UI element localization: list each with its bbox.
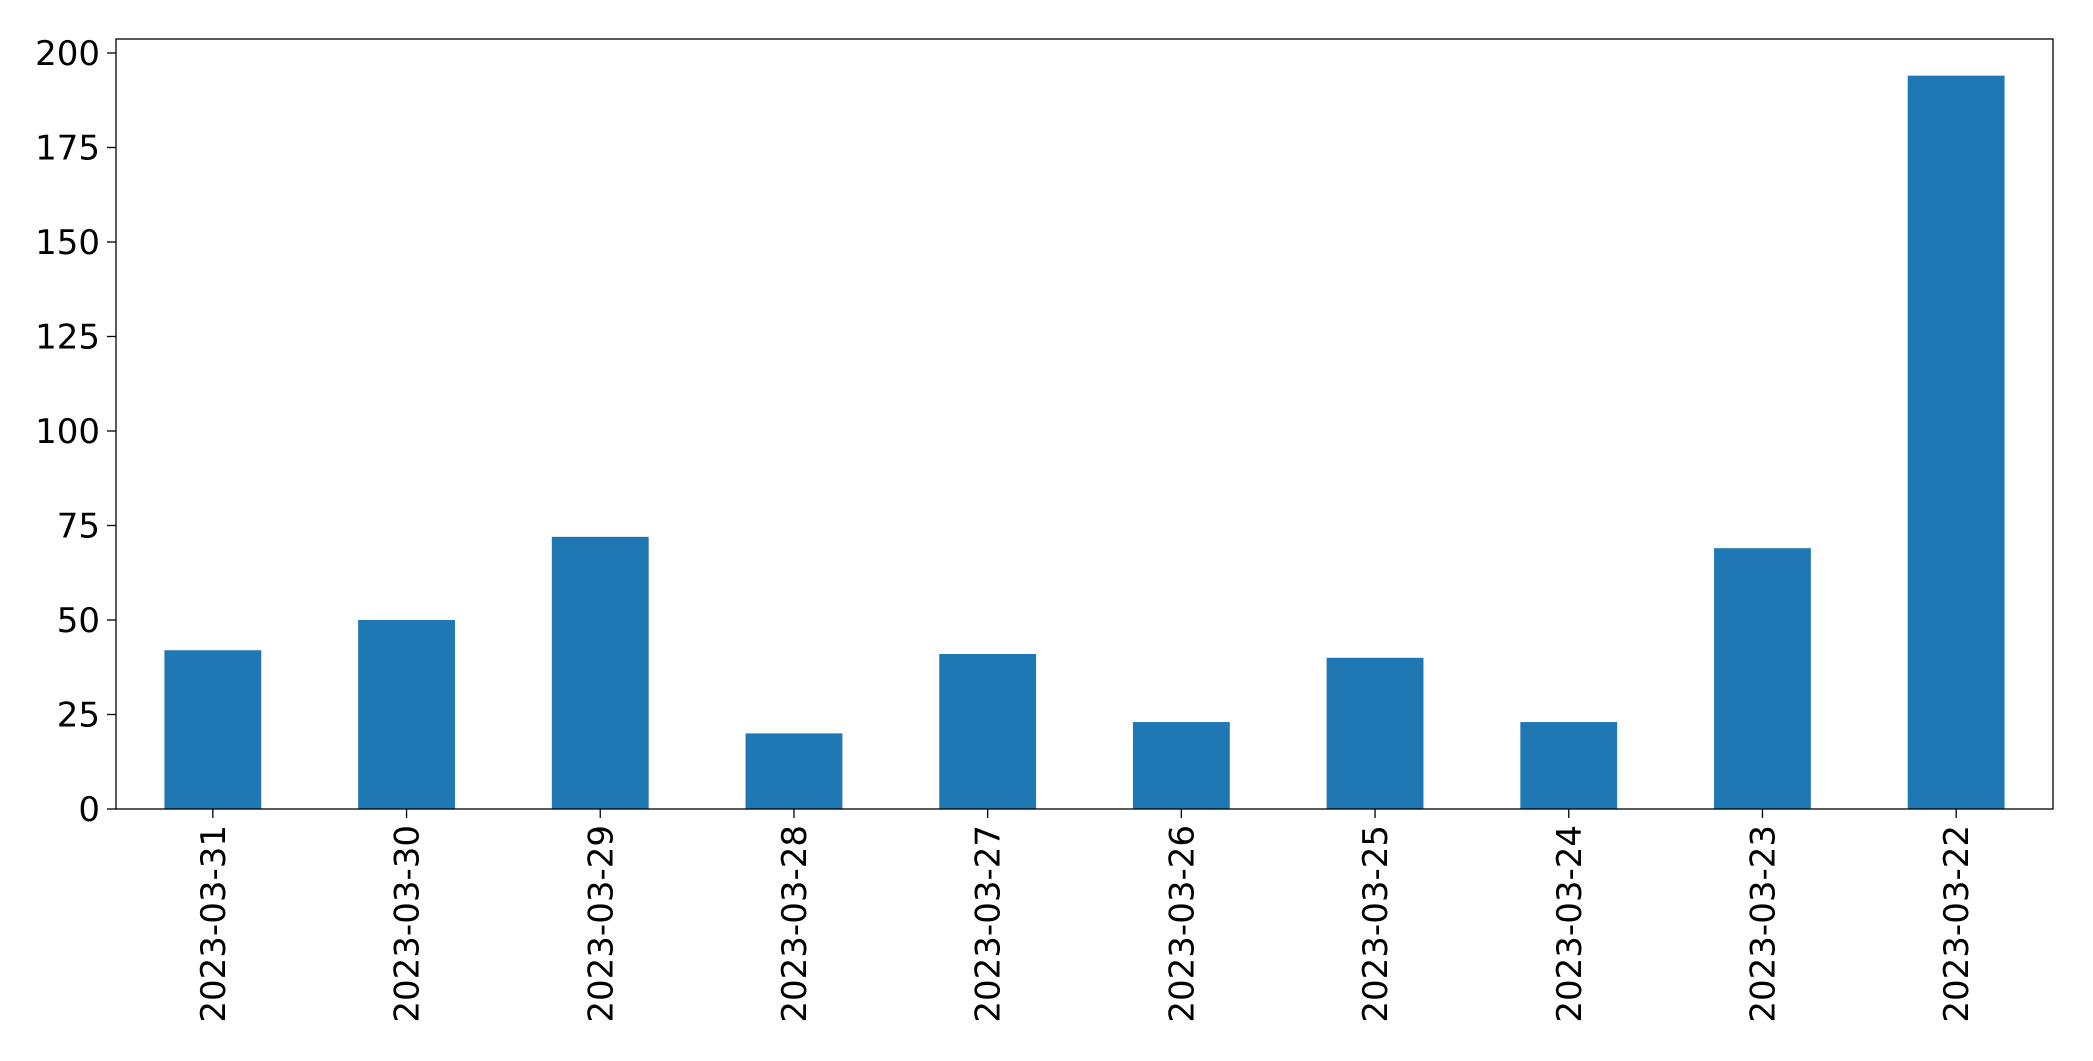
x-tick-label: 2023-03-28 [775,825,815,1023]
x-tick-label: 2023-03-29 [581,825,621,1023]
x-tick-label: 2023-03-22 [1937,825,1977,1023]
y-tick-label: 200 [35,34,100,74]
y-tick-label: 75 [57,506,100,546]
x-tick-label: 2023-03-26 [1162,825,1202,1023]
bar [745,733,843,809]
y-tick-label: 25 [57,695,100,735]
bar [1132,722,1230,809]
y-tick-label: 175 [35,128,100,168]
bar [1520,722,1618,809]
plot-frame [115,38,2054,810]
y-tick-label: 125 [35,317,100,357]
x-tick-label: 2023-03-30 [388,825,428,1023]
bar [551,536,649,809]
bar [1326,657,1424,809]
y-tick-label: 150 [35,223,100,263]
y-tick-label: 0 [78,790,100,830]
y-tick-label: 50 [57,601,100,641]
x-tick-label: 2023-03-27 [969,825,1009,1023]
bar [939,654,1037,809]
x-tick-label: 2023-03-23 [1743,825,1783,1023]
bar [1714,548,1811,809]
x-tick-label: 2023-03-25 [1356,825,1396,1023]
x-tick-label: 2023-03-24 [1550,825,1590,1023]
x-tick-label: 2023-03-31 [194,825,234,1023]
bar [164,650,262,809]
y-tick-label: 100 [35,412,100,452]
bar [1907,75,2005,809]
bar [358,619,455,809]
